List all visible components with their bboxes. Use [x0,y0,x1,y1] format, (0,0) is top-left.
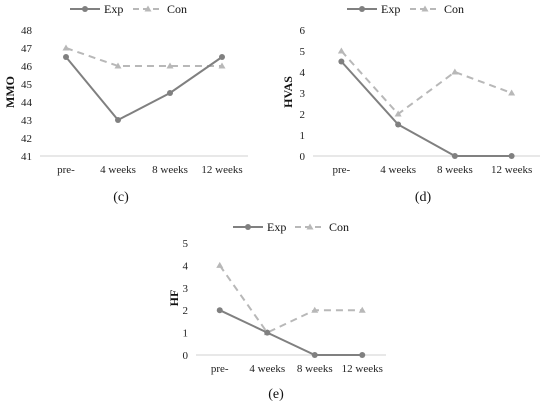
y-tick-label: 42 [21,133,32,145]
data-point-con [337,47,345,54]
y-tick-label: 1 [183,328,189,340]
chart-panel-e: Exp Con HF (e) 0 1 2 3 4 5 pre- 4 weeks 8 weeks 1… [167,220,386,402]
y-tick-label: 4 [300,67,306,79]
legend-exp-label: Exp [104,2,123,16]
y-tick-label: 41 [21,151,32,163]
chart-caption: (e) [268,387,284,402]
data-point-con [216,261,224,268]
chart-panel-c: Exp Con MMO (c) 41 42 43 44 45 46 47 48 pre- 4 we… [3,2,248,205]
legend-exp-label: Exp [381,2,400,16]
y-tick-label: 45 [21,79,33,91]
x-tick-label: 8 weeks [437,164,473,176]
data-point-exp [338,58,345,65]
chart-caption: (d) [415,190,432,205]
series-line-con [65,47,222,67]
y-tick-label: 5 [300,46,306,58]
y-axis-label: HF [167,290,181,307]
x-tick-label: 12 weeks [201,164,242,176]
legend-exp-marker [82,6,88,12]
series-line-exp [219,309,363,356]
x-tick-label: 8 weeks [152,164,188,176]
y-tick-label: 2 [300,109,306,121]
x-tick-label: 4 weeks [249,363,285,375]
y-tick-label: 46 [21,61,33,73]
data-point-exp [395,121,402,128]
legend-exp-marker [359,6,365,12]
y-tick-label: 5 [183,238,189,250]
series-line-exp [340,60,512,157]
data-point-exp [219,54,225,60]
data-point-con [508,89,516,96]
series-line-con [218,264,363,334]
data-point-exp [264,329,271,336]
x-tick-label: pre- [333,164,351,176]
legend-exp-label: Exp [267,220,286,234]
x-tick-label: 4 weeks [380,164,416,176]
y-tick-label: 6 [300,25,306,37]
data-point-exp [167,90,173,96]
y-axis-label: MMO [3,76,17,108]
series-line-exp [65,56,223,122]
legend-con-marker [306,223,314,230]
y-tick-label: 4 [183,260,189,272]
legend-con-label: Con [444,2,464,16]
data-point-con [218,62,226,69]
y-tick-label: 43 [21,115,33,127]
legend: Exp Con [70,2,187,16]
data-point-con [358,306,366,313]
y-tick-label: 2 [183,305,189,317]
series-line-con [340,50,512,116]
y-tick-label: 0 [300,151,306,163]
data-point-exp [115,117,121,123]
legend-con-marker [144,5,152,12]
data-point-con [394,110,402,117]
y-tick-label: 3 [300,88,306,100]
legend: Exp Con [347,2,464,16]
y-tick-label: 3 [183,283,189,295]
legend-exp-marker [245,224,251,230]
y-axis-label: HVAS [281,76,295,108]
x-tick-label: 12 weeks [342,363,383,375]
x-tick-label: pre- [211,363,229,375]
data-point-exp [311,352,318,358]
y-tick-label: 47 [21,43,33,55]
legend: Exp Con [233,220,349,234]
data-point-con [114,62,122,69]
data-point-exp [216,307,223,314]
legend-con-label: Con [167,2,187,16]
y-tick-label: 48 [21,25,33,37]
chart-panel-d: Exp Con HVAS (d) 0 1 2 3 4 5 6 pre- 4 weeks 8 wee… [281,2,540,205]
data-point-exp [451,153,458,159]
data-point-con [62,44,70,51]
data-point-con [166,62,174,69]
y-tick-label: 1 [300,130,306,142]
legend-con-label: Con [329,220,349,234]
legend-con-marker [421,5,429,12]
data-point-con [311,306,319,313]
data-point-exp [359,352,366,358]
x-tick-label: 8 weeks [297,363,333,375]
data-point-con [451,68,459,75]
y-tick-label: 44 [21,97,33,109]
x-tick-label: 4 weeks [100,164,136,176]
chart-caption: (c) [113,190,129,205]
data-point-exp [508,153,515,159]
x-tick-label: pre- [57,164,75,176]
y-tick-label: 0 [183,350,189,362]
data-point-exp [63,54,69,60]
x-tick-label: 12 weeks [491,164,532,176]
